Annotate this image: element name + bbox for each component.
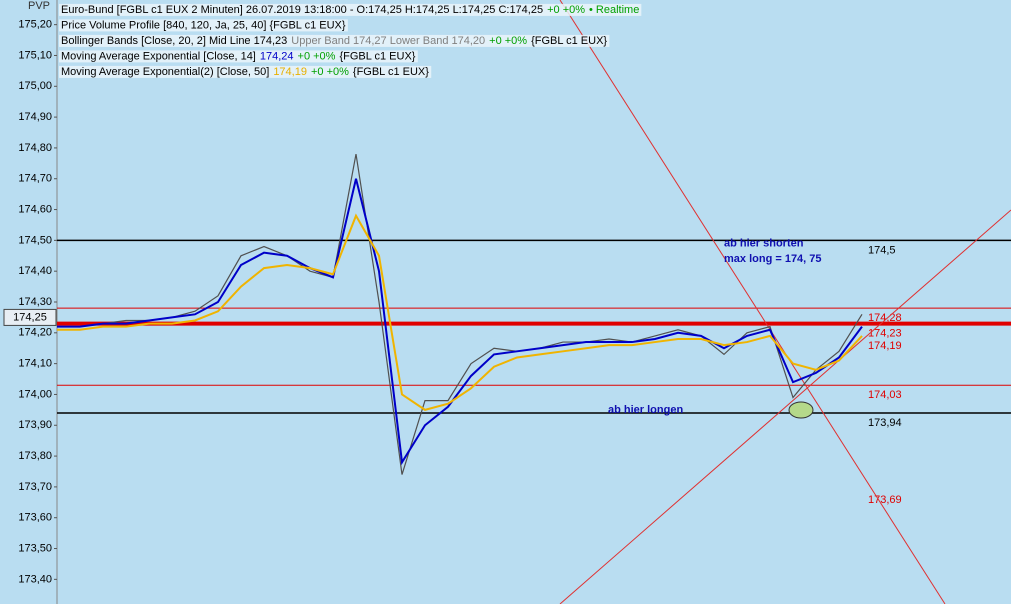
level-label: 173,69	[868, 494, 902, 506]
header-segment: +0 +0%	[298, 50, 336, 62]
y-tick-label: 174,70	[18, 173, 52, 185]
header-segment: +0 +0%	[311, 66, 349, 78]
level-label: 174,19	[868, 340, 902, 352]
header-background	[59, 34, 610, 47]
header-segment: Bollinger Bands [Close, 20, 2] Mid Line …	[61, 35, 287, 47]
grid	[54, 24, 57, 580]
header-segment: • Realtime	[589, 4, 639, 16]
y-tick-label: 174,40	[18, 265, 52, 277]
y-tick-label: 174,80	[18, 142, 52, 154]
header-segment: +0 +0%	[547, 4, 585, 16]
y-tick-label: 174,90	[18, 111, 52, 123]
header-background	[59, 50, 418, 63]
header-segment: 174,19	[273, 66, 307, 78]
axis-corner-label: PVP	[28, 0, 50, 12]
header-line: Euro-Bund [FGBL c1 EUX 2 Minuten] 26.07.…	[61, 4, 639, 16]
y-axis-panel	[0, 0, 57, 604]
y-axis: 175,20 175,10 175,00 174,90 174,80 174,70 174,…	[3, 0, 57, 585]
series-line	[57, 213, 863, 411]
annotation: max long = 174, 75	[724, 253, 822, 265]
header-line: Price Volume Profile [840, 120, Ja, 25, …	[61, 19, 346, 31]
level-label: 174,5	[868, 244, 896, 256]
y-tick-label: 175,20	[18, 19, 52, 31]
y-tick-label: 173,70	[18, 481, 52, 493]
y-tick-label: 174,50	[18, 234, 52, 246]
level-label: 174,23	[868, 327, 902, 339]
header-background	[59, 19, 348, 32]
header-line: Moving Average Exponential [Close, 14] 17…	[61, 50, 416, 62]
highlight-ellipse	[788, 401, 814, 419]
y-tick-label: 173,50	[18, 542, 52, 554]
header-segment: +0 +0%	[489, 35, 527, 47]
header: Euro-Bund [FGBL c1 EUX 2 Minuten] 26.07.…	[59, 3, 642, 78]
level-label: 173,94	[868, 417, 902, 429]
y-tick-label: 174,60	[18, 203, 52, 215]
header-segment: 174,24	[260, 50, 294, 62]
y-tick-label: 174,20	[18, 327, 52, 339]
header-line: Bollinger Bands [Close, 20, 2] Mid Line …	[61, 35, 607, 47]
annotations: ab hier shorten max long = 174, 75 ab hier…	[608, 237, 822, 415]
series-line	[57, 178, 863, 466]
header-segment: Moving Average Exponential [Close, 14]	[61, 50, 256, 62]
y-tick-label: 173,60	[18, 512, 52, 524]
current-price-box	[3, 308, 57, 326]
header-segment: Upper Band 174,27 Lower Band 174,20	[291, 35, 485, 47]
header-line: Moving Average Exponential(2) [Close, 50…	[61, 66, 429, 78]
y-tick-label: 173,90	[18, 419, 52, 431]
y-tick-label: 174,10	[18, 358, 52, 370]
y-tick-label: 175,10	[18, 49, 52, 61]
header-background	[59, 3, 642, 16]
y-tick-label: 174,30	[18, 296, 52, 308]
header-background	[59, 65, 432, 78]
y-tick-label: 173,40	[18, 573, 52, 585]
y-tick-label: 173,80	[18, 450, 52, 462]
series	[57, 153, 863, 475]
header-segment: {FGBL c1 EUX}	[531, 35, 607, 47]
header-segment: Euro-Bund [FGBL c1 EUX 2 Minuten] 26.07.…	[61, 4, 543, 16]
y-tick-label: 174,00	[18, 388, 52, 400]
trend-line	[559, 0, 946, 604]
annotation: ab hier shorten	[724, 237, 804, 249]
header-segment: {FGBL c1 EUX}	[339, 50, 415, 62]
header-segment: {FGBL c1 EUX}	[353, 66, 429, 78]
annotation: ab hier longen	[608, 404, 683, 416]
level-label: 174,28	[868, 312, 902, 324]
level-label: 174,03	[868, 389, 902, 401]
header-segment: Moving Average Exponential(2) [Close, 50…	[61, 66, 269, 78]
current-price-label: 174,25	[13, 311, 47, 323]
series-line	[57, 153, 863, 475]
y-tick-label: 175,00	[18, 80, 52, 92]
header-segment: Price Volume Profile [840, 120, Ja, 25, …	[61, 19, 346, 31]
trend-line	[559, 209, 1011, 604]
